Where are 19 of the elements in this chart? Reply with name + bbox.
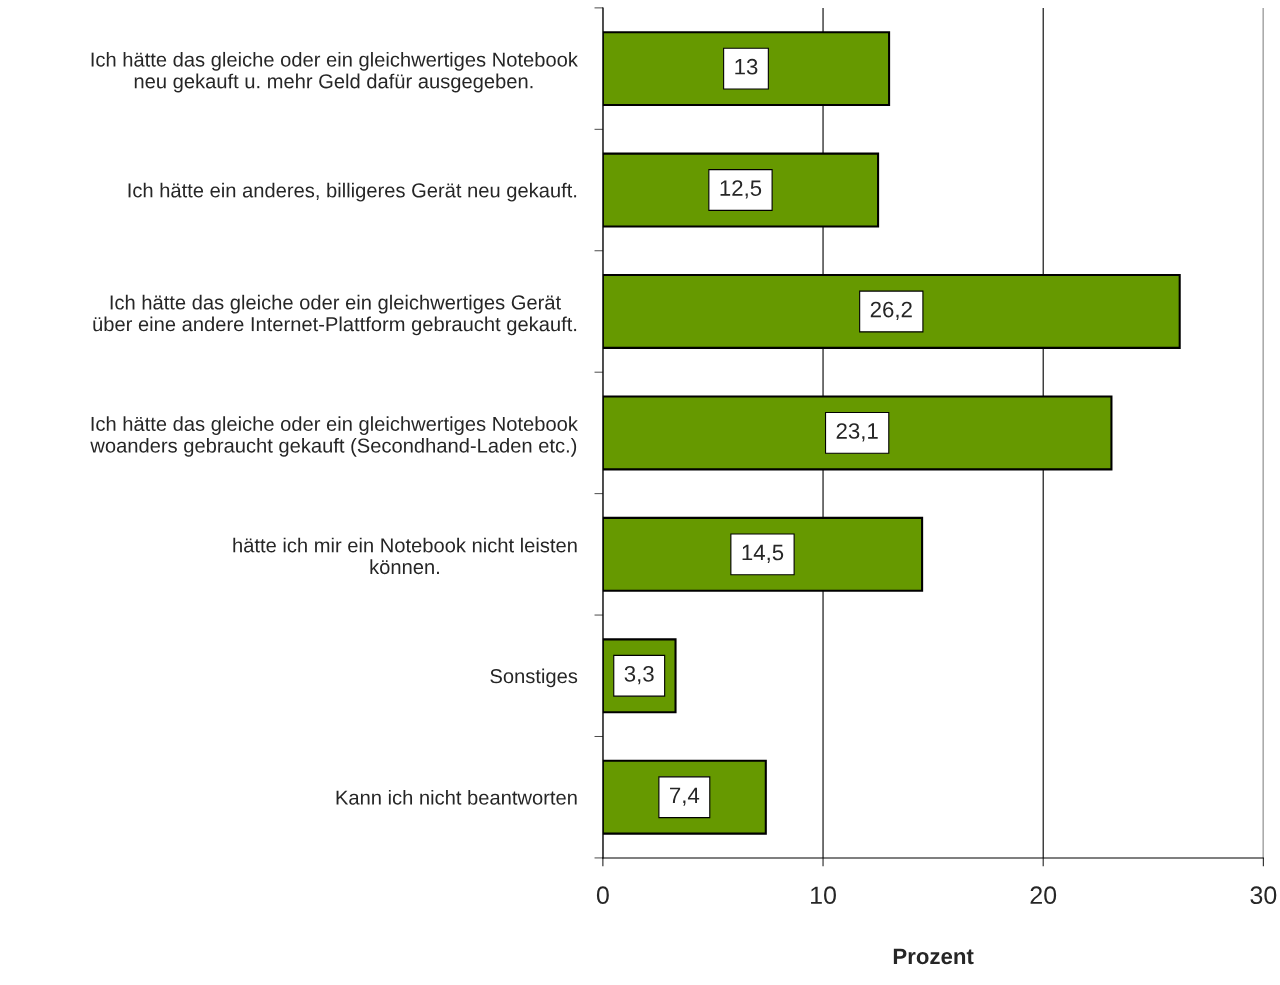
y-tick-label: Ich hätte das gleiche oder ein gleichwertiges Notebook woanders gebraucht gekauft (Secondhand-Laden etc.) <box>90 416 578 457</box>
x-tick-label: 30 <box>1250 886 1277 905</box>
data-label: 3,3 <box>624 666 654 685</box>
data-label: 13 <box>735 58 758 75</box>
data-label: 23,1 <box>836 423 878 442</box>
x-tick-label: 20 <box>1030 886 1057 905</box>
y-tick-label: Sonstiges <box>490 668 578 688</box>
x-axis-title: Prozent <box>893 948 974 965</box>
y-tick-label: Ich hätte das gleiche oder ein gleichwertiges Gerät über eine andere Internet-Plattform gebraucht gekauft. <box>93 294 577 336</box>
y-tick-label: Ich hätte das gleiche oder ein gleichwertiges Notebook neu gekauft u. mehr Geld dafür ausgegeben. <box>91 51 578 93</box>
data-label: 14,5 <box>742 544 784 563</box>
y-tick-label: Ich hätte ein anderes, billigeres Gerät neu gekauft. <box>128 182 577 202</box>
data-label: 26,2 <box>870 301 912 321</box>
y-tick-label: Kann ich nicht beantworten <box>336 789 577 805</box>
data-label: 7,4 <box>670 787 700 806</box>
y-tick-label: hätte ich mir ein Notebook nicht leisten können. <box>233 537 577 575</box>
data-label: 12,5 <box>720 180 762 199</box>
x-tick-label: 0 <box>596 886 609 905</box>
x-tick-label: 10 <box>811 886 836 905</box>
